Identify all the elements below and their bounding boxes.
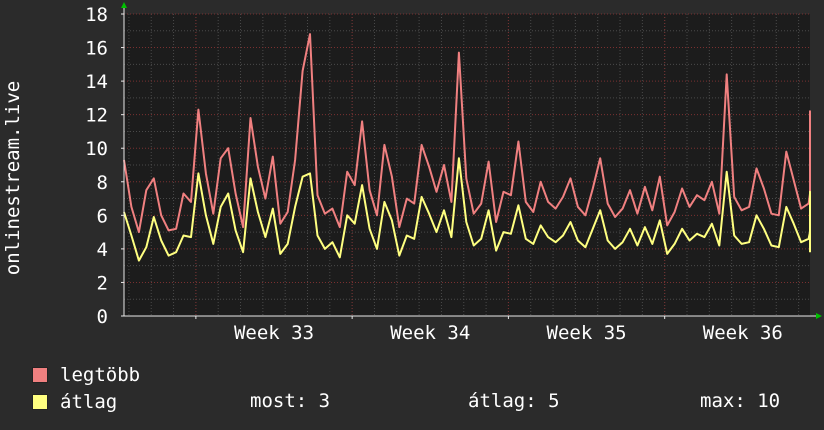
y-axis-arrow-icon bbox=[121, 2, 127, 8]
series-line-atlag bbox=[123, 157, 811, 262]
legend-item-atlag: átlag bbox=[32, 391, 117, 413]
x-tick-label: Week 33 bbox=[234, 322, 314, 344]
x-tick-label: Week 35 bbox=[547, 322, 627, 344]
y-tick-label: 18 bbox=[85, 4, 108, 26]
y-tick-label: 2 bbox=[97, 272, 108, 294]
y-tick-label: 14 bbox=[85, 71, 108, 93]
y-tick-label: 16 bbox=[85, 38, 108, 60]
legend-label: átlag bbox=[60, 391, 118, 413]
y-tick-label: 4 bbox=[97, 239, 108, 261]
legend-label: legtöbb bbox=[60, 364, 141, 386]
y-tick-label: 6 bbox=[97, 205, 108, 227]
x-tick-label: Week 36 bbox=[703, 322, 783, 344]
y-tick-label: 8 bbox=[97, 172, 108, 194]
y-tick-label: 0 bbox=[97, 306, 108, 328]
stat-average: átlag: 5 bbox=[468, 390, 560, 412]
x-tick-label: Week 34 bbox=[390, 322, 470, 344]
y-axis-label: onlinestream.live bbox=[2, 81, 24, 275]
stat-max: max: 10 bbox=[700, 390, 781, 412]
legend-swatch-legtobb bbox=[32, 367, 48, 383]
y-tick-label: 12 bbox=[85, 105, 108, 127]
legend-item-legtobb: legtöbb bbox=[32, 364, 140, 386]
stat-current: most: 3 bbox=[250, 390, 331, 412]
x-axis-arrow-icon bbox=[816, 313, 822, 319]
y-tick-label: 10 bbox=[85, 138, 108, 160]
legend-swatch-atlag bbox=[32, 394, 48, 410]
